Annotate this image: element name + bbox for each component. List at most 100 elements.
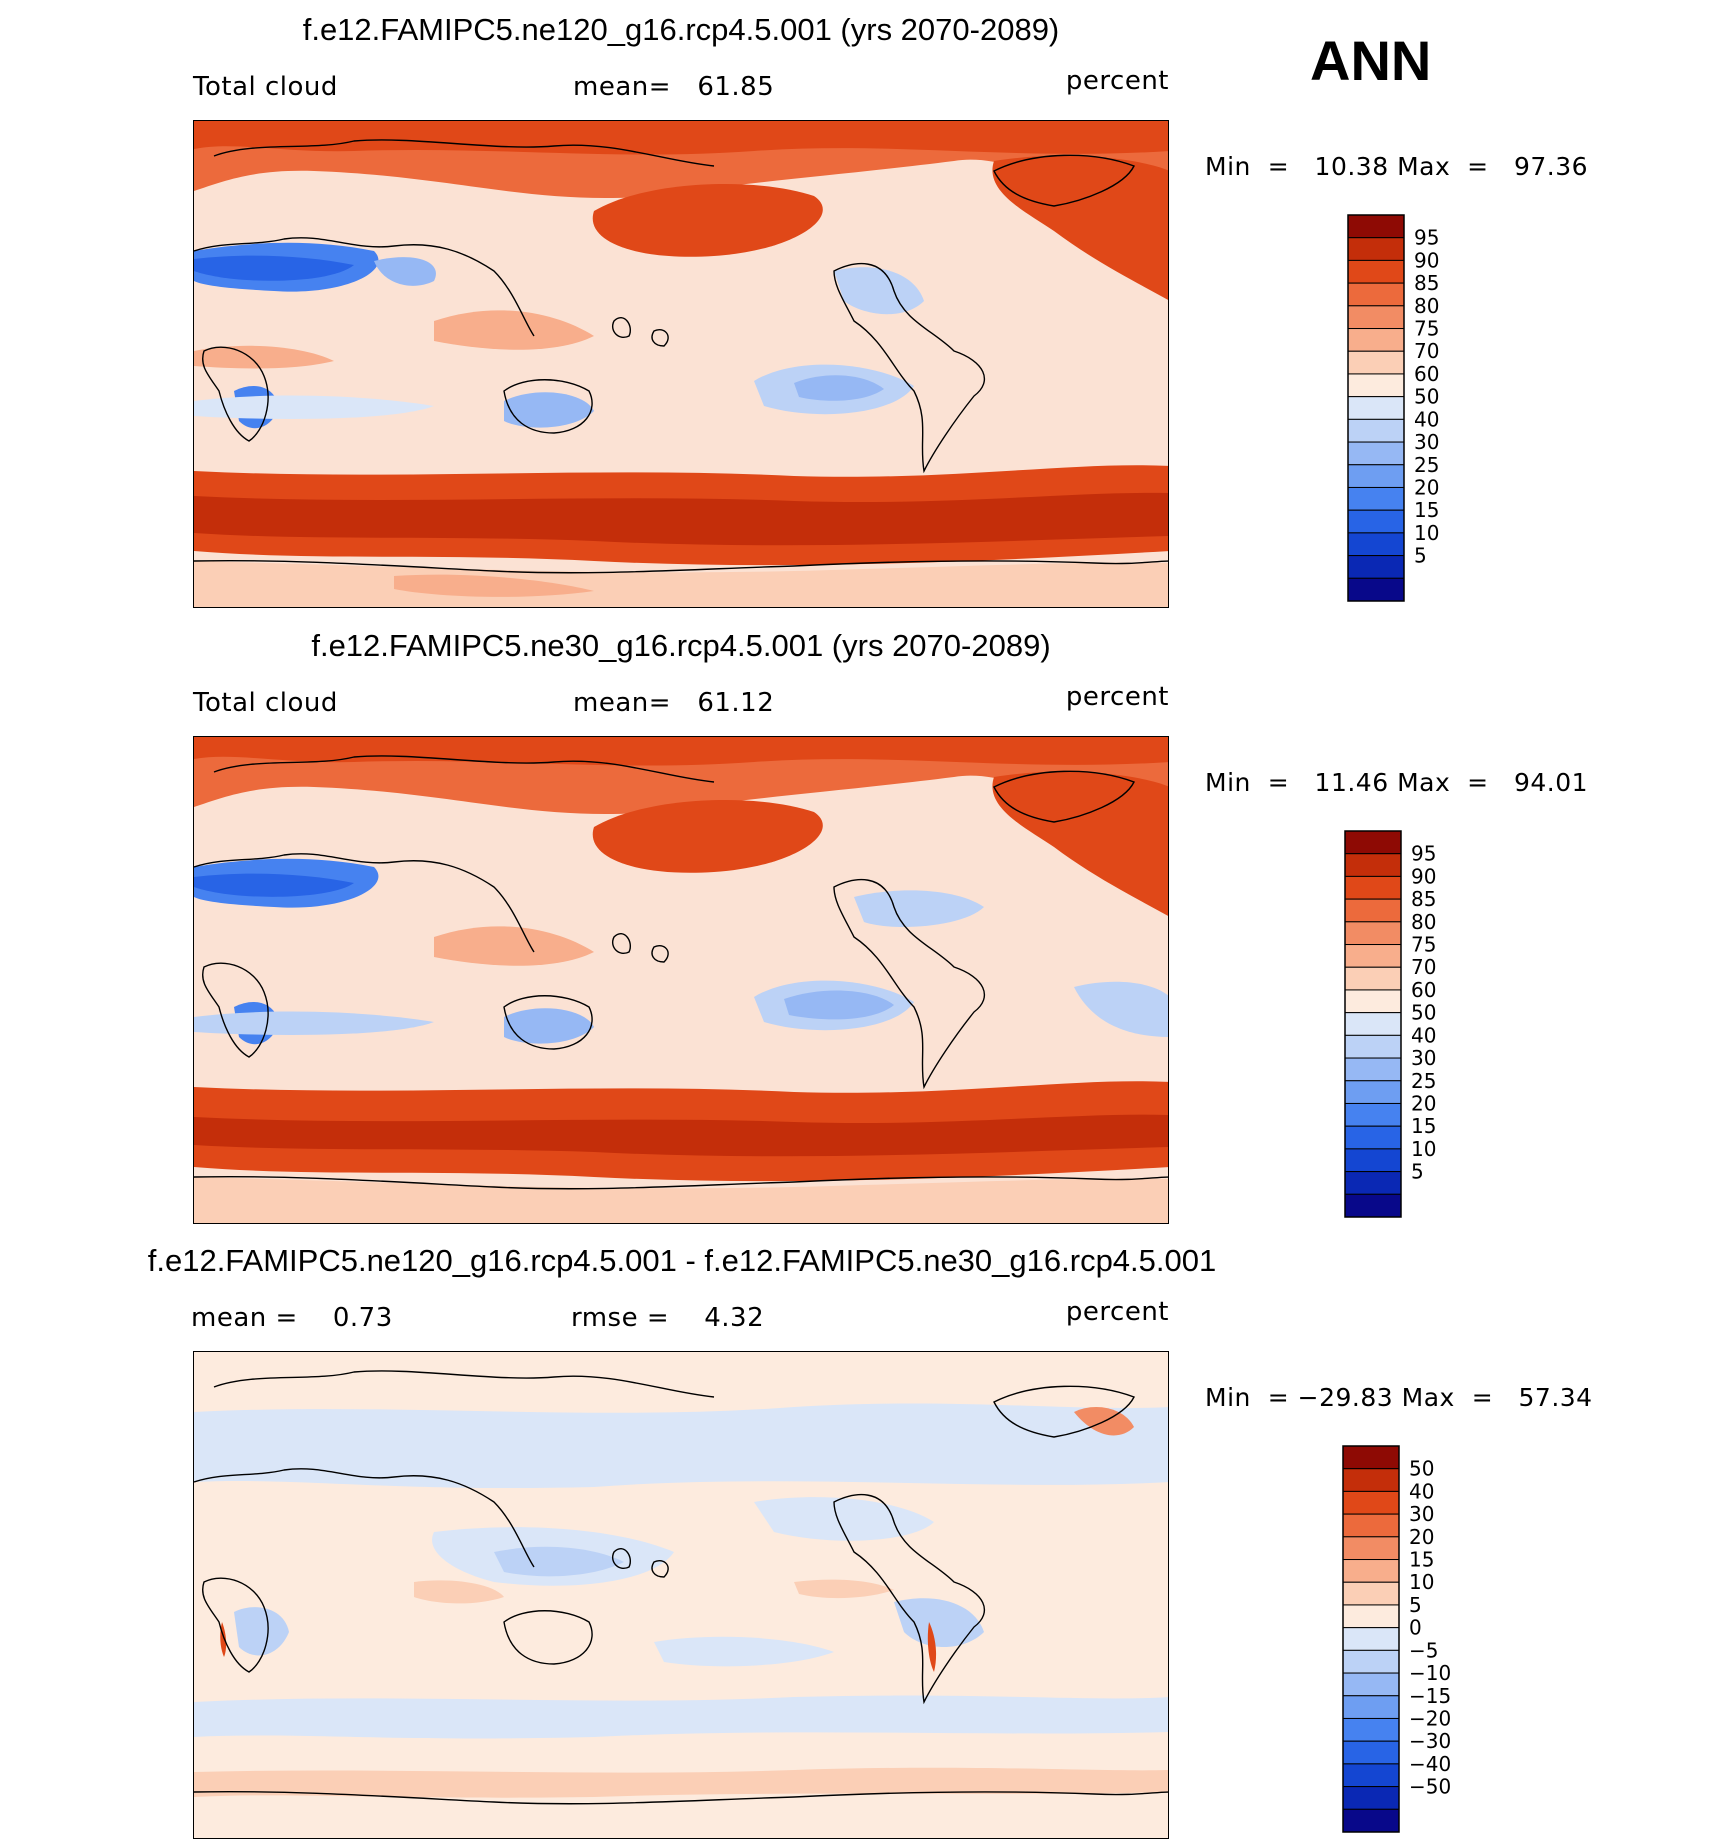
colorbar-tick-label: 40 [1409,1479,1434,1503]
colorbar-tick-label: 50 [1411,1001,1436,1025]
colorbar-box [1344,830,1402,855]
panel3-coastlines [194,1370,1168,1805]
colorbar-box [1347,532,1405,557]
panel3-max-label: Max = [1401,1383,1494,1412]
colorbar-tick-label: 50 [1409,1457,1434,1481]
panel3-field [194,1352,1168,1838]
panel3-rmse-value: 4.32 [704,1303,765,1333]
panel1-variable-label: Total cloud [193,72,338,102]
panel3-colorbar: 50 40 30 20 15 10 5 0 −5 −10 −15 −20 −30 −40 −50 [1342,1445,1473,1833]
colorbar-outline [1344,830,1402,1218]
colorbar-box [1344,1080,1402,1104]
colorbar-box [1342,1649,1400,1674]
colorbar-box [1344,1171,1402,1195]
colorbar-box [1347,418,1405,443]
colorbar-tick-label: 5 [1414,544,1427,568]
colorbar-box [1342,1717,1400,1742]
panel2-variable-label: Total cloud [193,688,338,718]
season-label: ANN [1310,29,1432,92]
colorbar-box [1342,1468,1400,1492]
panel3-mean-label: mean = [191,1303,298,1333]
panel3-title: f.e12.FAMIPC5.ne120_g16.rcp4.5.001 - f.e… [147,1243,1217,1278]
panel1-minmax: Min = 10.38 Max = 97.36 [1205,152,1588,181]
panel1-colorbar: 95 90 85 80 75 70 60 50 40 30 25 20 15 10 5 [1347,214,1468,602]
panel1-mean: mean= 61.85 [573,72,774,102]
colorbar-tick-label: 80 [1414,294,1439,318]
colorbar-box [1342,1695,1400,1719]
colorbar-tick-label: 80 [1411,910,1436,934]
colorbar-tick-label: 40 [1411,1023,1436,1047]
panel1-mean-label: mean= [573,72,672,102]
colorbar-tick-label: −20 [1409,1706,1451,1730]
colorbar-tick-label: 20 [1409,1525,1434,1549]
colorbar-box [1342,1627,1400,1651]
colorbar-box [1347,441,1405,466]
colorbar-box [1342,1808,1400,1833]
colorbar-box [1347,486,1405,511]
colorbar-tick-label: 20 [1411,1091,1436,1115]
panel2-map [193,736,1169,1224]
panel1-field [194,121,1168,607]
panel3-rmse-label: rmse = [571,1303,670,1333]
colorbar-tick-label: −5 [1409,1638,1438,1662]
colorbar-box [1347,509,1405,534]
colorbar-box [1342,1604,1400,1629]
panel3-rmse: rmse = 4.32 [571,1303,764,1333]
colorbar-tick-label: 10 [1411,1137,1436,1161]
colorbar-tick-label: 10 [1414,521,1439,545]
panel3-minmax: Min = −29.83 Max = 57.34 [1205,1383,1593,1412]
colorbar-box [1344,875,1402,900]
colorbar-tick-label: 85 [1411,887,1436,911]
colorbar-box [1342,1672,1400,1697]
colorbar-box [1344,1148,1402,1173]
panel3-min-label: Min = [1205,1383,1290,1412]
panel2-minmax: Min = 11.46 Max = 94.01 [1205,768,1588,797]
colorbar-tick-label: 30 [1411,1046,1436,1070]
panel1-coastlines [194,139,1168,574]
colorbar-box [1347,555,1405,579]
panel1-min-label: Min = [1205,152,1290,181]
colorbar-tick-label: 85 [1414,271,1439,295]
colorbar-tick-label: 30 [1414,430,1439,454]
colorbar-tick-label: 90 [1414,248,1439,272]
colorbar-box [1344,853,1402,877]
panel2-min-value: 11.46 [1314,768,1389,797]
panel3-units: percent [1065,1297,1169,1327]
colorbar-tick-label: 30 [1409,1502,1434,1526]
colorbar-box [1347,305,1405,330]
colorbar-box [1347,350,1405,375]
colorbar-box [1342,1581,1400,1606]
colorbar-tick-label: 10 [1409,1570,1434,1594]
colorbar-tick-label: −10 [1409,1661,1451,1685]
panel2-mean-label: mean= [573,688,672,718]
colorbar-tick-label: 60 [1411,978,1436,1002]
colorbar-outline [1342,1445,1400,1833]
colorbar-box [1344,1193,1402,1218]
colorbar-box [1344,1012,1402,1036]
colorbar-tick-label: 95 [1414,226,1439,250]
panel1-mean-value: 61.85 [697,72,775,102]
panel2-field [194,737,1168,1223]
panel2-max-value: 94.01 [1513,768,1589,797]
colorbar-tick-label: 20 [1414,475,1439,499]
panel3-max-value: 57.34 [1518,1383,1593,1412]
colorbar-box [1347,373,1405,398]
panel1-min-value: 10.38 [1314,152,1389,181]
panel2-min-label: Min = [1205,768,1290,797]
colorbar-outline [1347,214,1405,602]
colorbar-tick-label: −30 [1409,1729,1451,1753]
colorbar-tick-label: 15 [1411,1114,1436,1138]
panel1-max-value: 97.36 [1513,152,1589,181]
colorbar-tick-label: 0 [1409,1616,1422,1640]
panel3-mean-value: 0.73 [332,1303,393,1333]
colorbar-box [1347,237,1405,261]
colorbar-tick-label: 50 [1414,385,1439,409]
colorbar-box [1342,1740,1400,1765]
colorbar-box [1342,1513,1400,1538]
colorbar-box [1344,1057,1402,1082]
colorbar-box [1342,1490,1400,1515]
panel1-units: percent [1065,66,1169,96]
colorbar-tick-label: 5 [1409,1593,1422,1617]
colorbar-box [1344,898,1402,923]
colorbar-tick-label: 75 [1411,933,1436,957]
